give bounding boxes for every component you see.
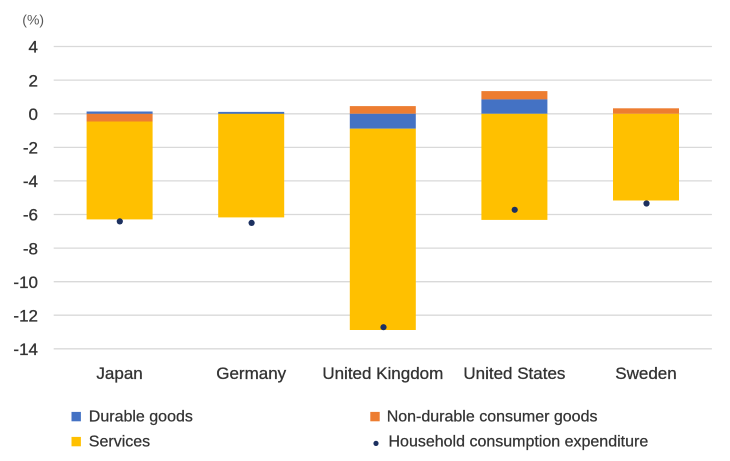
svg-text:-4: -4 — [23, 172, 38, 191]
svg-text:Durable goods: Durable goods — [89, 408, 193, 425]
svg-text:Sweden: Sweden — [615, 364, 676, 383]
svg-text:0: 0 — [29, 105, 38, 124]
svg-text:-10: -10 — [13, 273, 38, 292]
svg-text:Non-durable consumer goods: Non-durable consumer goods — [387, 408, 598, 425]
svg-text:-6: -6 — [23, 206, 38, 225]
svg-text:Germany: Germany — [216, 364, 286, 383]
svg-text:Household consumption expendit: Household consumption expenditure — [389, 433, 649, 450]
svg-text:United Kingdom: United Kingdom — [322, 364, 443, 383]
svg-text:-2: -2 — [23, 139, 38, 158]
svg-text:United States: United States — [463, 364, 565, 383]
svg-text:Japan: Japan — [96, 364, 142, 383]
svg-text:(%): (%) — [22, 12, 44, 28]
svg-text:-14: -14 — [13, 340, 38, 359]
svg-text:-8: -8 — [23, 239, 38, 258]
svg-text:Services: Services — [89, 433, 150, 450]
svg-text:-12: -12 — [13, 306, 38, 325]
svg-text:4: 4 — [29, 38, 38, 57]
svg-text:2: 2 — [29, 71, 38, 90]
